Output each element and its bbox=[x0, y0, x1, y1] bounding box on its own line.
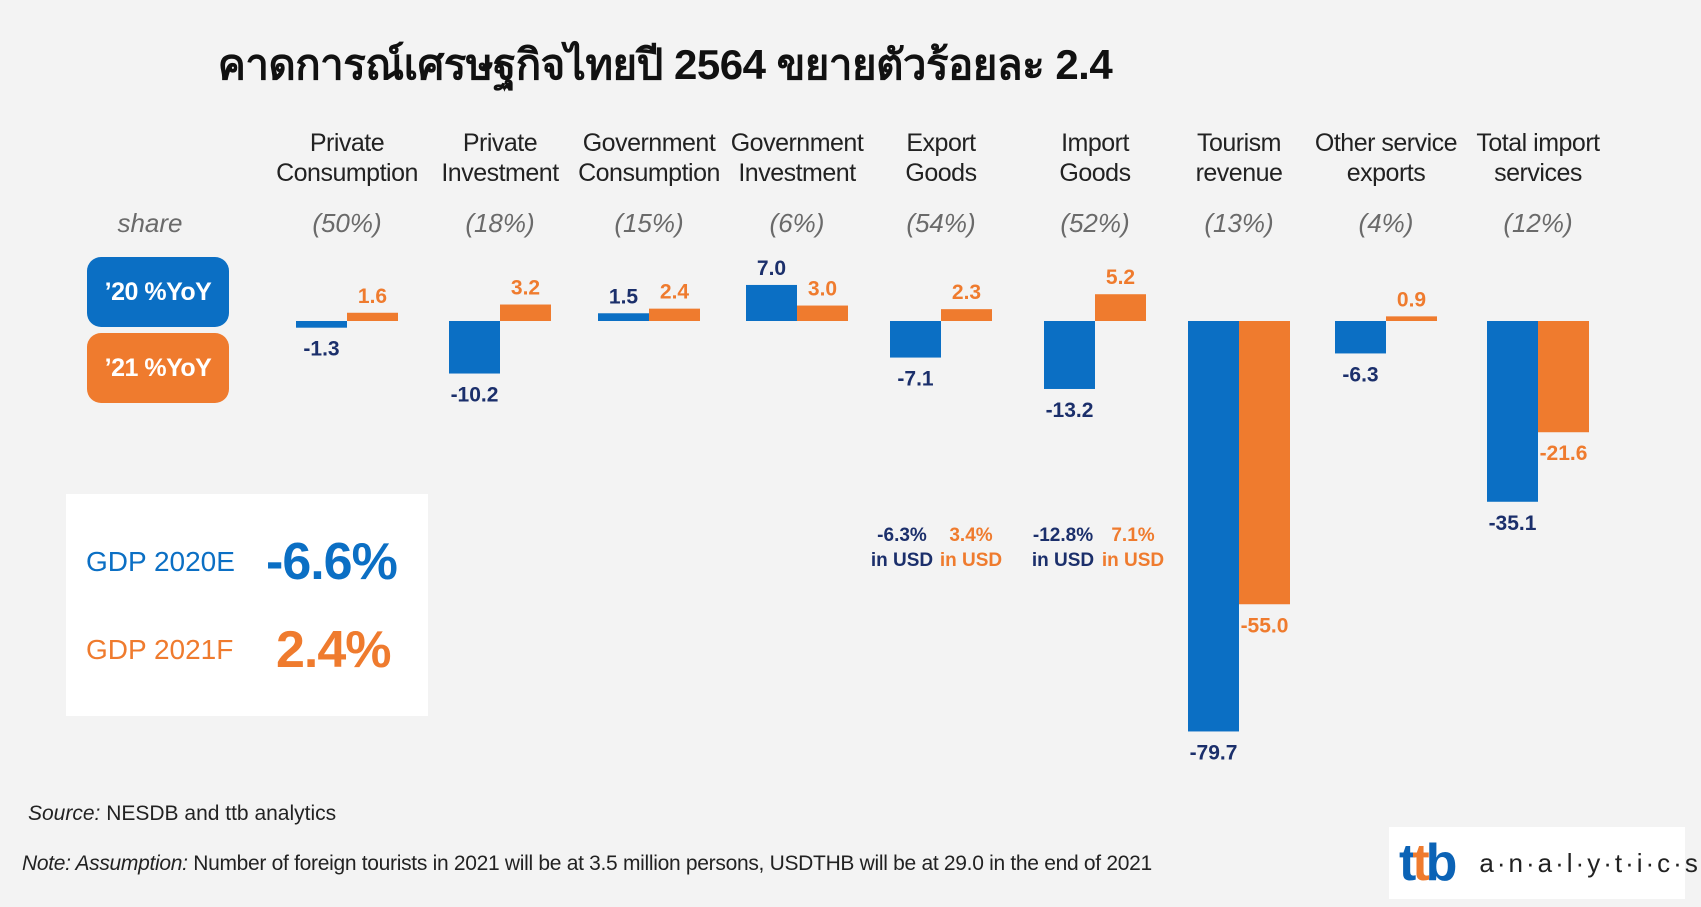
data-label-2020: -79.7 bbox=[1190, 741, 1238, 764]
bar-2021 bbox=[347, 312, 398, 321]
share-value: (13%) bbox=[1204, 208, 1274, 238]
export-2021-usd-note: 3.4% in USD bbox=[936, 523, 1006, 573]
share-label: share bbox=[117, 208, 183, 238]
bar-2020 bbox=[890, 321, 941, 358]
data-label-2020: -13.2 bbox=[1046, 399, 1094, 422]
bar-2020 bbox=[1487, 321, 1538, 502]
bar-2020 bbox=[1044, 321, 1095, 389]
bar-2021 bbox=[649, 308, 700, 321]
source-note: Source: NESDB and ttb analytics bbox=[28, 802, 336, 826]
bar-2021 bbox=[797, 305, 848, 321]
gdp-2020-value: -6.6% bbox=[266, 533, 398, 591]
bar-2021 bbox=[1386, 316, 1437, 321]
ttb-logo-mark: ttb bbox=[1399, 833, 1458, 893]
data-label-2021: 1.6 bbox=[358, 285, 387, 308]
bar-2021 bbox=[1538, 321, 1589, 433]
category-label: Private Investment bbox=[441, 129, 559, 187]
bar-2020 bbox=[296, 321, 347, 328]
share-value: (6%) bbox=[769, 208, 825, 238]
data-label-2020: 1.5 bbox=[609, 285, 639, 308]
assumption-note: Note: Assumption: Number of foreign tour… bbox=[22, 852, 1152, 876]
category-label: Private Consumption bbox=[276, 129, 418, 187]
share-value: (50%) bbox=[312, 208, 382, 238]
bar-2020 bbox=[746, 284, 797, 321]
bar-2021 bbox=[1239, 321, 1290, 605]
export-2020-usd-value: -6.3% in USD bbox=[870, 525, 934, 571]
bar-2020 bbox=[598, 313, 649, 321]
data-label-2020: -6.3 bbox=[1342, 363, 1378, 386]
gdp-summary-box: GDP 2020E -6.6% GDP 2021F 2.4% bbox=[66, 494, 428, 716]
data-label-2021: 3.2 bbox=[511, 277, 540, 300]
note-prefix: Note: Assumption: bbox=[22, 852, 188, 875]
share-value: (15%) bbox=[614, 208, 684, 238]
ttb-analytics-logo: ttb a·n·a·l·y·t·i·c·s bbox=[1389, 827, 1698, 899]
data-label-2021: 2.4 bbox=[660, 281, 690, 304]
legend-2020-yoy: ’20 %YoY bbox=[87, 257, 229, 327]
data-label-2020: -1.3 bbox=[303, 338, 339, 361]
data-label-2020: -35.1 bbox=[1489, 512, 1537, 535]
bar-2020 bbox=[1335, 321, 1386, 354]
data-label-2021: 0.9 bbox=[1397, 288, 1426, 311]
import-2021-usd-value: 7.1% in USD bbox=[1101, 525, 1165, 571]
import-2020-usd-value: -12.8% in USD bbox=[1031, 525, 1095, 571]
gdp-2020-row: GDP 2020E -6.6% bbox=[86, 532, 398, 592]
category-label: Other service exports bbox=[1314, 129, 1458, 187]
data-label-2021: 5.2 bbox=[1106, 266, 1135, 289]
gdp-2020-label: GDP 2020E bbox=[86, 546, 235, 577]
data-label-2020: 7.0 bbox=[757, 257, 786, 280]
gdp-2021-row: GDP 2021F 2.4% bbox=[86, 620, 392, 680]
source-text: NESDB and ttb analytics bbox=[100, 802, 337, 825]
logo-t1: t bbox=[1399, 834, 1416, 892]
export-2021-usd-value: 3.4% in USD bbox=[939, 525, 1003, 571]
category-label: Import Goods bbox=[1059, 129, 1131, 187]
data-label-2021: -55.0 bbox=[1241, 614, 1289, 637]
data-label-2021: 3.0 bbox=[808, 278, 837, 301]
logo-t2: t bbox=[1412, 834, 1429, 892]
share-value: (12%) bbox=[1503, 208, 1573, 238]
legend-2021-yoy: ’21 %YoY bbox=[87, 333, 229, 403]
chart-title: คาดการณ์เศรษฐกิจไทยปี 2564 ขยายตัวร้อยละ… bbox=[217, 41, 1113, 88]
import-2020-usd-note: -12.8% in USD bbox=[1018, 523, 1108, 573]
data-label-2021: -21.6 bbox=[1540, 442, 1588, 465]
logo-analytics-text: a·n·a·l·y·t·i·c·s bbox=[1479, 847, 1701, 878]
bar-2020 bbox=[449, 321, 500, 374]
category-label: Government Investment bbox=[730, 129, 864, 187]
share-value: (54%) bbox=[906, 208, 976, 238]
data-label-2021: 2.3 bbox=[952, 281, 981, 304]
bar-2020 bbox=[1188, 321, 1239, 732]
bar-2021 bbox=[941, 309, 992, 321]
note-text: Number of foreign tourists in 2021 will … bbox=[187, 852, 1152, 875]
source-prefix: Source: bbox=[28, 802, 101, 825]
gdp-2021-value: 2.4% bbox=[276, 621, 392, 679]
data-label-2020: -7.1 bbox=[897, 368, 934, 391]
bar-2021 bbox=[500, 304, 551, 321]
category-label: Total import services bbox=[1476, 129, 1600, 187]
share-value: (4%) bbox=[1358, 208, 1414, 238]
category-label: Export Goods bbox=[905, 129, 977, 187]
bar-2021 bbox=[1095, 294, 1146, 321]
import-2021-usd-note: 7.1% in USD bbox=[1096, 523, 1170, 573]
logo-b: b bbox=[1425, 834, 1458, 892]
category-label: Government Consumption bbox=[578, 129, 720, 187]
share-value: (52%) bbox=[1060, 208, 1130, 238]
data-label-2020: -10.2 bbox=[451, 384, 499, 407]
export-2020-usd-note: -6.3% in USD bbox=[862, 523, 942, 573]
category-label: Tourism revenue bbox=[1195, 129, 1283, 187]
gdp-2021-label: GDP 2021F bbox=[86, 634, 234, 665]
share-value: (18%) bbox=[465, 208, 535, 238]
